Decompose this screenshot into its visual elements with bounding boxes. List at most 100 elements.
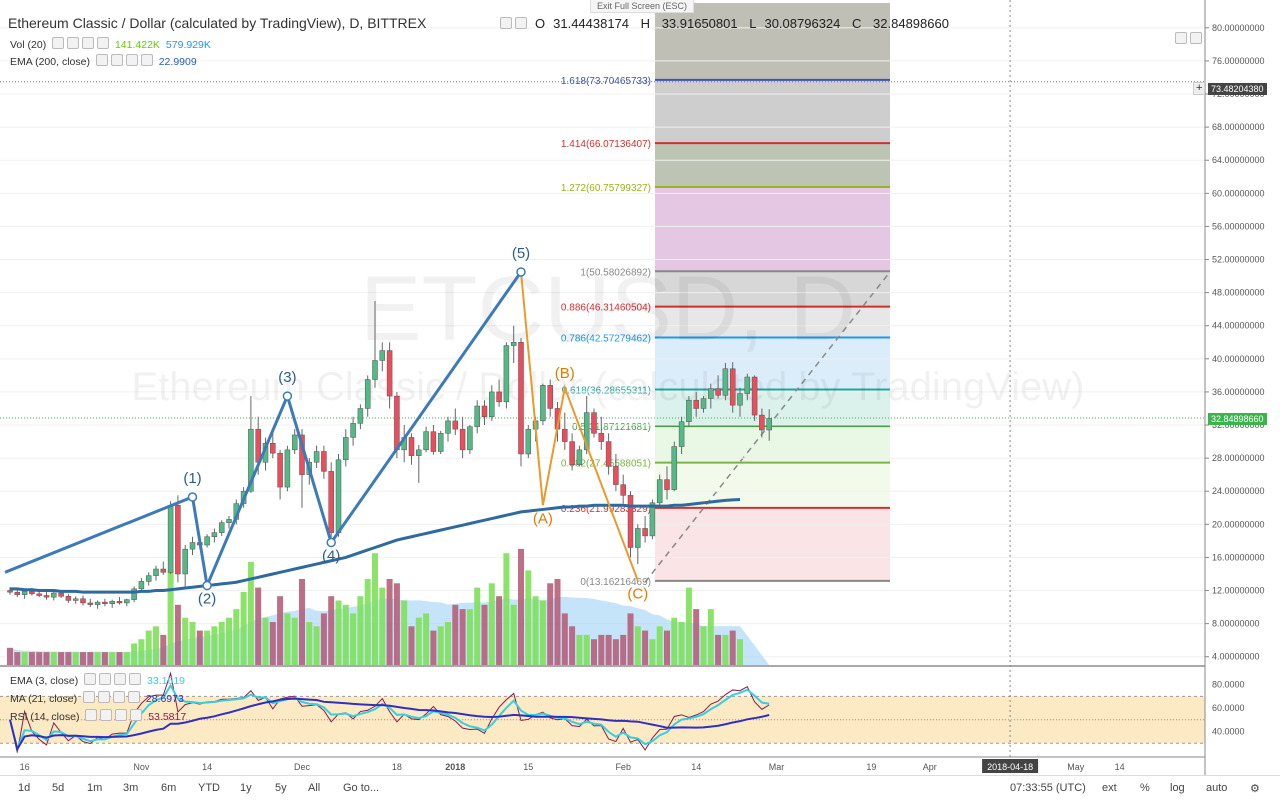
candle-body — [423, 431, 429, 451]
volume-bar — [437, 626, 444, 665]
candle-body — [145, 575, 152, 582]
auto-toggle[interactable]: auto — [1206, 782, 1228, 794]
candle-body — [744, 376, 751, 394]
volume-bar — [94, 652, 101, 665]
range-ytd[interactable]: YTD — [198, 782, 220, 794]
fib-level-label: 0.5(31.87121681) — [572, 422, 651, 433]
indicator-ema200[interactable]: EMA (200, close) 22.9909 — [10, 54, 197, 69]
range-5d[interactable]: 5d — [52, 782, 65, 794]
cursor-price-tag: 73.48204380 — [1208, 83, 1267, 95]
chart-canvas[interactable]: 1.618(73.70465733) 1.414(66.07136407) 1.27… — [0, 0, 1280, 775]
rsi-value: 53.5817 — [148, 710, 187, 723]
title-settings-buttons[interactable] — [500, 17, 528, 32]
indicator-buttons[interactable] — [85, 709, 143, 724]
candle-body — [562, 428, 568, 442]
range-1m[interactable]: 1m — [87, 782, 103, 794]
time-tick-label: 14 — [691, 762, 701, 772]
indicator-buttons[interactable] — [84, 673, 142, 688]
volume-bar — [160, 634, 167, 665]
volume-bar — [503, 553, 510, 665]
volume-bar — [386, 579, 393, 665]
percent-toggle[interactable]: % — [1140, 782, 1150, 794]
volume-bar — [233, 609, 240, 665]
goto-button[interactable]: Go to... — [343, 782, 380, 794]
volume-bar — [167, 570, 174, 665]
candle-body — [379, 350, 386, 361]
volume-bar — [7, 647, 13, 665]
volume-bar — [707, 609, 714, 665]
volume-bar — [671, 617, 678, 665]
ext-toggle[interactable]: ext — [1102, 782, 1117, 794]
fib-level-label: 0.786(42.57279462) — [561, 334, 651, 345]
gear-icon[interactable]: ⚙ — [1250, 783, 1260, 795]
candle-body — [328, 471, 334, 533]
candle-body — [445, 420, 451, 434]
volume-bar — [131, 643, 138, 665]
candle-body — [51, 592, 57, 598]
time-tick-label: Apr — [923, 762, 937, 772]
fib-level-label: 0.618(36.28655311) — [562, 386, 651, 397]
log-toggle[interactable]: log — [1170, 782, 1185, 794]
volume-bar — [262, 617, 269, 665]
candle-body — [481, 405, 488, 417]
candle-body — [394, 395, 400, 451]
candle-body — [218, 522, 225, 533]
candle-body — [284, 449, 291, 488]
range-3m[interactable]: 3m — [123, 782, 139, 794]
indicator-buttons[interactable] — [52, 37, 109, 52]
volume-bar — [80, 652, 86, 665]
indicator-ma21[interactable]: MA (21, close) 28.6973 — [10, 691, 184, 706]
volume-bar — [247, 561, 254, 665]
volume-bar — [153, 626, 159, 665]
candle-body — [569, 441, 575, 465]
pane-controls[interactable] — [1175, 32, 1203, 47]
volume-bar — [554, 579, 561, 665]
candle-body — [598, 433, 605, 442]
exit-fullscreen-button[interactable]: Exit Full Screen (ESC) — [590, 0, 695, 13]
range-6m[interactable]: 6m — [161, 782, 177, 794]
fib-zone — [655, 187, 890, 272]
time-tick-label: 15 — [523, 762, 533, 772]
time-tick-label: Feb — [615, 762, 631, 772]
volume-bar — [518, 548, 524, 665]
range-5y[interactable]: 5y — [275, 782, 287, 794]
candle-body — [759, 414, 765, 431]
volume-bar — [627, 613, 634, 665]
volume-bar — [211, 626, 218, 665]
candle-body — [189, 542, 196, 550]
volume-bar — [488, 583, 495, 665]
volume-bar — [510, 604, 517, 665]
add-alert-button[interactable]: + — [1193, 82, 1206, 95]
price-tick-label: 56.00000000 — [1212, 221, 1265, 231]
candle-body — [627, 495, 634, 548]
time-tick-label: 2018 — [445, 762, 465, 772]
price-tick-label: 32.00000000 — [1212, 420, 1265, 430]
range-all[interactable]: All — [308, 782, 321, 794]
candle-body — [313, 451, 320, 463]
indicator-rsi[interactable]: RSI (14, close) 53.5817 — [10, 709, 186, 724]
ema200-line — [10, 498, 741, 594]
volume-bar — [496, 596, 503, 665]
wave-label: (1) — [183, 470, 201, 487]
indicator-ema3[interactable]: EMA (3, close) 33.1619 — [10, 673, 185, 688]
volume-bar — [379, 587, 386, 665]
range-1d[interactable]: 1d — [18, 782, 31, 794]
volume-bar — [605, 634, 612, 665]
price-tick-label: 36.00000000 — [1212, 387, 1265, 397]
volume-bar — [357, 596, 364, 665]
wave-label: (A) — [533, 510, 553, 527]
candle-body — [153, 568, 159, 576]
range-1y[interactable]: 1y — [240, 782, 252, 794]
candle-body — [160, 568, 167, 573]
elliott-waves: (1) (2) (3) (4) (5) (A) (B) (C) — [4, 245, 648, 608]
indicator-buttons[interactable] — [83, 691, 140, 706]
indicator-buttons[interactable] — [95, 54, 153, 69]
volume-bar — [634, 626, 641, 665]
candle-body — [605, 441, 612, 467]
price-tick-label: 16.00000000 — [1212, 552, 1265, 562]
indicator-vol[interactable]: Vol (20) 141.422K 579.929K — [10, 37, 211, 52]
fib-zone — [655, 426, 890, 463]
time-tick-label: 16 — [20, 762, 30, 772]
indicator-vol-label: Vol (20) — [10, 38, 47, 51]
volume-bar — [525, 570, 532, 665]
